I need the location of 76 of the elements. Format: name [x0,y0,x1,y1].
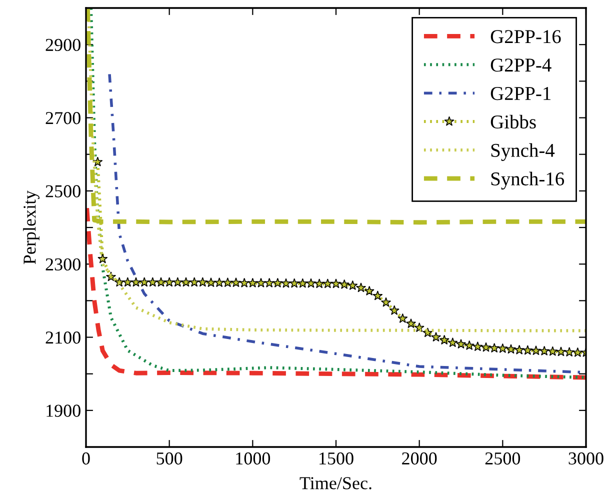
point [448,337,458,348]
point [280,278,292,288]
x-axis-title: Time/Sec. [300,477,372,490]
point [92,156,103,166]
point [180,277,192,287]
point [380,297,392,307]
x-tick-label: 2000 [402,452,437,465]
point [198,277,208,287]
legend-label: Synch-16 [491,172,564,190]
x-tick-label: 500 [156,452,182,465]
point [272,278,283,288]
point [464,340,474,350]
legend-label: Synch-4 [491,143,555,161]
point [489,342,500,353]
point [230,277,242,288]
x-tick-label: 1500 [320,452,354,465]
y-tick-label: 2700 [46,112,80,124]
point [289,278,300,288]
line-series [86,206,586,380]
point [522,345,533,355]
point [506,344,516,354]
point [206,277,216,288]
point [514,344,524,354]
point [456,338,466,349]
point [530,346,542,356]
point [189,277,200,287]
point [398,313,408,323]
point [430,332,442,342]
point [322,278,333,288]
point [122,277,133,287]
point [548,346,558,356]
point [556,346,566,356]
x-tick-label: 3000 [568,452,604,465]
legend-label: G2PP-1 [490,87,551,100]
point [389,305,400,315]
point [164,277,174,287]
point [148,277,158,287]
point [172,277,183,287]
x-tick-label: 1000 [236,452,270,465]
point [314,278,324,288]
point [156,277,166,287]
x-tick-label: 2500 [485,452,520,465]
point [572,347,583,357]
point [439,334,450,345]
point [364,286,374,296]
point [264,278,274,288]
y-tick-label: 2300 [46,258,80,271]
point [480,342,492,352]
y-tick-label: 2500 [46,185,80,198]
point [406,318,416,328]
legend-label: G2PP-16 [490,30,561,44]
point [248,278,258,288]
y-tick-label: 2100 [46,332,80,344]
y-tick-label: 2900 [46,38,80,52]
legend-label: G2PP-4 [490,58,552,72]
point [339,279,350,289]
point [139,277,150,287]
point [498,343,508,353]
point [330,278,342,288]
point [256,278,266,288]
point [539,346,550,356]
point [348,280,358,290]
y-tick-label: 1900 [46,404,80,417]
point [239,278,250,288]
y-axis-title: Perplexity [23,190,40,264]
point [306,278,316,288]
point [356,282,366,292]
point [372,290,383,300]
point [472,341,483,352]
legend-label: Gibbs [490,114,536,129]
point [214,277,224,288]
point [130,277,142,287]
point [564,346,574,357]
point [222,277,233,288]
x-tick-label: 0 [82,452,90,465]
point [298,278,308,288]
